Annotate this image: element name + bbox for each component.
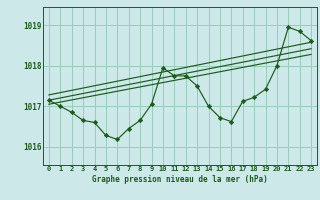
X-axis label: Graphe pression niveau de la mer (hPa): Graphe pression niveau de la mer (hPa) <box>92 175 268 184</box>
